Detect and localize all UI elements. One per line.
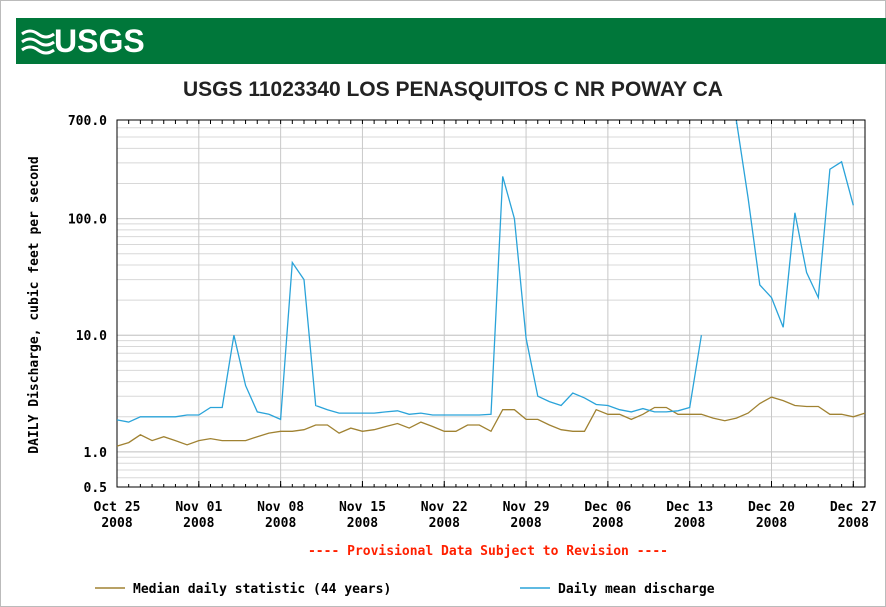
y-tick-label: 10.0 xyxy=(76,329,107,344)
x-tick-label: Dec 13 xyxy=(666,500,713,515)
x-tick-label: Nov 22 xyxy=(421,500,468,515)
x-tick-label: Dec 27 xyxy=(830,500,877,515)
series-line xyxy=(116,120,854,423)
x-tick-year: 2008 xyxy=(347,516,378,531)
x-tick-label: Nov 15 xyxy=(339,500,386,515)
logo-waves xyxy=(21,29,55,55)
y-tick-label: 1.0 xyxy=(84,446,108,461)
y-axis-label: DAILY Discharge, cubic feet per second xyxy=(27,156,42,453)
x-tick-year: 2008 xyxy=(265,516,296,531)
legend-label: Daily mean discharge xyxy=(558,582,715,597)
x-tick-year: 2008 xyxy=(101,516,132,531)
series-line xyxy=(116,396,866,447)
logo: USGS xyxy=(54,23,145,59)
x-tick-label: Oct 25 xyxy=(94,500,141,515)
y-tick-label: 0.5 xyxy=(84,481,107,496)
header-bar xyxy=(16,18,886,64)
x-tick-year: 2008 xyxy=(838,516,869,531)
x-tick-label: Nov 29 xyxy=(503,500,550,515)
x-tick-label: Nov 08 xyxy=(257,500,304,515)
x-tick-year: 2008 xyxy=(592,516,623,531)
chart-title: USGS 11023340 LOS PENASQUITOS C NR POWAY… xyxy=(183,78,723,101)
plot-area xyxy=(117,120,865,487)
legend-label: Median daily statistic (44 years) xyxy=(133,582,391,597)
y-tick-label: 100.0 xyxy=(68,213,107,228)
x-tick-year: 2008 xyxy=(756,516,787,531)
x-tick-year: 2008 xyxy=(429,516,460,531)
x-tick-year: 2008 xyxy=(674,516,705,531)
x-tick-year: 2008 xyxy=(183,516,214,531)
plot-border xyxy=(116,119,866,488)
note: ---- Provisional Data Subject to Revisio… xyxy=(308,544,668,559)
x-tick-label: Dec 20 xyxy=(748,500,795,515)
x-tick-label: Dec 06 xyxy=(584,500,631,515)
y-tick-label: 700.0 xyxy=(68,114,107,129)
x-tick-label: Nov 01 xyxy=(175,500,222,515)
x-tick-year: 2008 xyxy=(510,516,541,531)
